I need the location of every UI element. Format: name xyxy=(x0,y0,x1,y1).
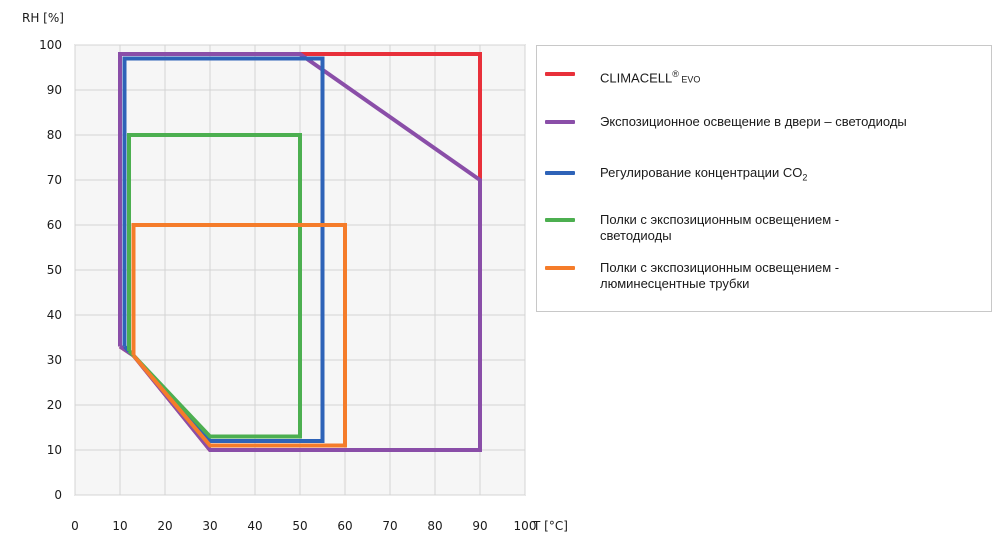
legend-label: Полки с экспозиционным освещением - свето… xyxy=(600,212,840,243)
tick-labels: 0 10 20 30 40 50 60 70 80 90 100 0 10 20 30 40 50 60 70 80 9… xyxy=(39,38,536,533)
x-tick-label: 10 xyxy=(112,519,127,533)
y-tick-label: 80 xyxy=(47,128,62,142)
x-axis-title: T [°C] xyxy=(532,519,568,533)
legend: CLIMACELL® EVO Экспозиционное освещение … xyxy=(536,45,992,312)
x-tick-label: 100 xyxy=(514,519,537,533)
y-tick-label: 10 xyxy=(47,443,62,457)
y-axis-title: RH [%] xyxy=(22,11,64,25)
y-tick-label: 90 xyxy=(47,83,62,97)
legend-label: CLIMACELL® EVO xyxy=(600,69,701,86)
x-tick-label: 60 xyxy=(337,519,352,533)
legend-label: Экспозиционное освещение в двери – свето… xyxy=(600,114,907,129)
y-tick-label: 70 xyxy=(47,173,62,187)
legend-swatch xyxy=(545,120,575,124)
y-tick-label: 50 xyxy=(47,263,62,277)
x-tick-label: 70 xyxy=(382,519,397,533)
y-tick-label: 20 xyxy=(47,398,62,412)
y-tick-label: 100 xyxy=(39,38,62,52)
legend-swatch xyxy=(545,171,575,175)
x-tick-label: 90 xyxy=(472,519,487,533)
x-tick-label: 20 xyxy=(157,519,172,533)
series-layer xyxy=(118,52,482,452)
series-line-shelves-fluorescent-outline xyxy=(131,223,347,448)
y-tick-label: 60 xyxy=(47,218,62,232)
legend-swatch xyxy=(545,218,575,222)
x-tick-label: 0 xyxy=(71,519,79,533)
y-tick-label: 0 xyxy=(54,488,62,502)
legend-label: Полки с экспозиционным освещением - люмин… xyxy=(600,260,840,291)
y-tick-label: 40 xyxy=(47,308,62,322)
legend-swatch xyxy=(545,266,575,270)
x-tick-label: 30 xyxy=(202,519,217,533)
x-tick-label: 80 xyxy=(427,519,442,533)
y-tick-label: 30 xyxy=(47,353,62,367)
legend-label: Регулирование концентрации CO2 xyxy=(600,165,808,183)
x-tick-label: 40 xyxy=(247,519,262,533)
x-tick-label: 50 xyxy=(292,519,307,533)
legend-swatch xyxy=(545,72,575,76)
